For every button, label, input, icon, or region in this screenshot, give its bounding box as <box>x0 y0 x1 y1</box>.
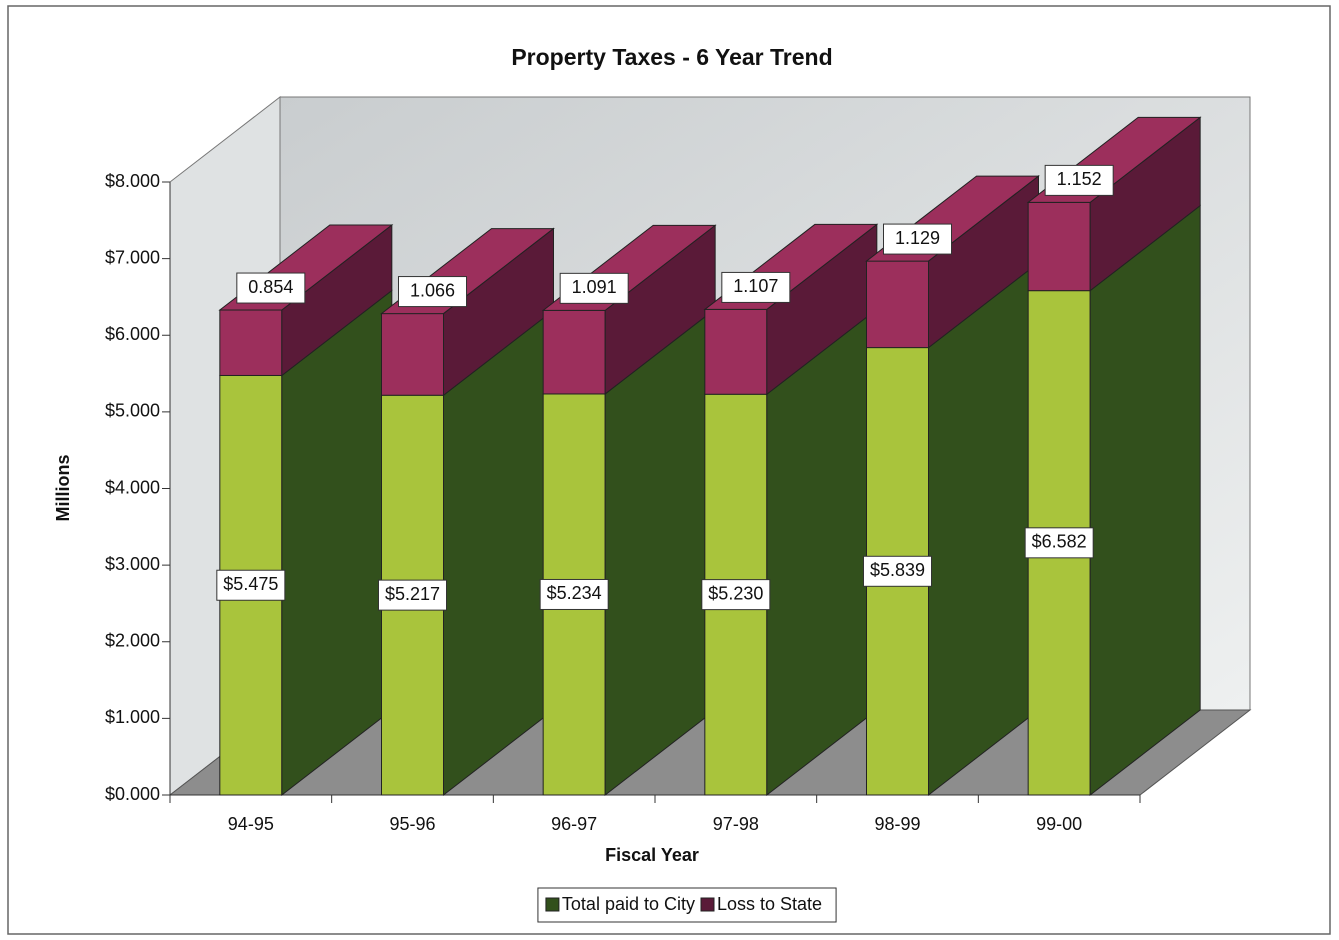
value-label-box <box>378 579 447 611</box>
value-label-box <box>701 579 771 611</box>
y-tick-label: $3.000 <box>105 554 160 574</box>
value-label: 0.854 <box>248 277 293 297</box>
y-tick-label: $8.000 <box>105 171 160 191</box>
value-label-box <box>883 223 952 255</box>
bar-side <box>928 261 1039 797</box>
value-label: 1.107 <box>733 276 778 296</box>
value-label: $5.234 <box>547 583 602 603</box>
value-label: 1.152 <box>1057 169 1102 189</box>
value-label: $5.217 <box>385 584 440 604</box>
value-label: 1.091 <box>572 277 617 297</box>
bar-front <box>1027 201 1091 292</box>
x-tick-label: 94-95 <box>228 814 274 834</box>
bar-front <box>542 309 606 395</box>
bar-side <box>281 289 393 797</box>
bar-side <box>1089 204 1201 797</box>
value-label: 1.066 <box>410 280 455 300</box>
y-tick-label: $6.000 <box>105 324 160 344</box>
value-label-box <box>721 271 791 303</box>
bar-front <box>219 309 283 376</box>
bar-front <box>704 308 768 395</box>
legend-swatch <box>700 897 715 912</box>
value-label-box <box>559 272 629 304</box>
value-label-box <box>216 569 286 601</box>
legend-label: Loss to State <box>717 894 822 914</box>
value-label: $5.475 <box>223 574 278 594</box>
y-tick-label: $7.000 <box>105 247 160 267</box>
value-label-box <box>1044 164 1114 196</box>
x-tick-label: 95-96 <box>389 814 435 834</box>
y-tick-label: $4.000 <box>105 477 160 497</box>
y-tick-label: $5.000 <box>105 401 160 421</box>
y-tick-label: $0.000 <box>105 784 160 804</box>
y-tick-label: $2.000 <box>105 631 160 651</box>
value-label-box <box>236 272 306 304</box>
x-tick-label: 99-00 <box>1036 814 1082 834</box>
legend-label: Total paid to City <box>562 894 695 914</box>
value-label-box <box>539 578 609 610</box>
value-label-box <box>398 276 467 308</box>
legend-swatch <box>545 897 560 912</box>
value-label: $5.839 <box>870 560 925 580</box>
value-label-box <box>863 555 932 587</box>
legend: Total paid to City Loss to State <box>537 887 837 923</box>
x-tick-label: 98-99 <box>874 814 920 834</box>
value-label: $5.230 <box>708 583 763 603</box>
chart-title: Property Taxes - 6 Year Trend <box>511 44 832 70</box>
bar-front <box>866 260 929 349</box>
value-label: 1.129 <box>895 228 940 248</box>
value-label-box <box>1024 527 1094 559</box>
x-axis-title: Fiscal Year <box>605 845 699 865</box>
value-label: $6.582 <box>1032 532 1087 552</box>
y-tick-label: $1.000 <box>105 707 160 727</box>
bar-side <box>604 307 716 797</box>
legend-box <box>537 887 837 923</box>
bar-front <box>381 313 444 396</box>
x-tick-label: 97-98 <box>713 814 759 834</box>
x-tick-label: 96-97 <box>551 814 597 834</box>
y-axis-title: Millions <box>53 455 73 522</box>
